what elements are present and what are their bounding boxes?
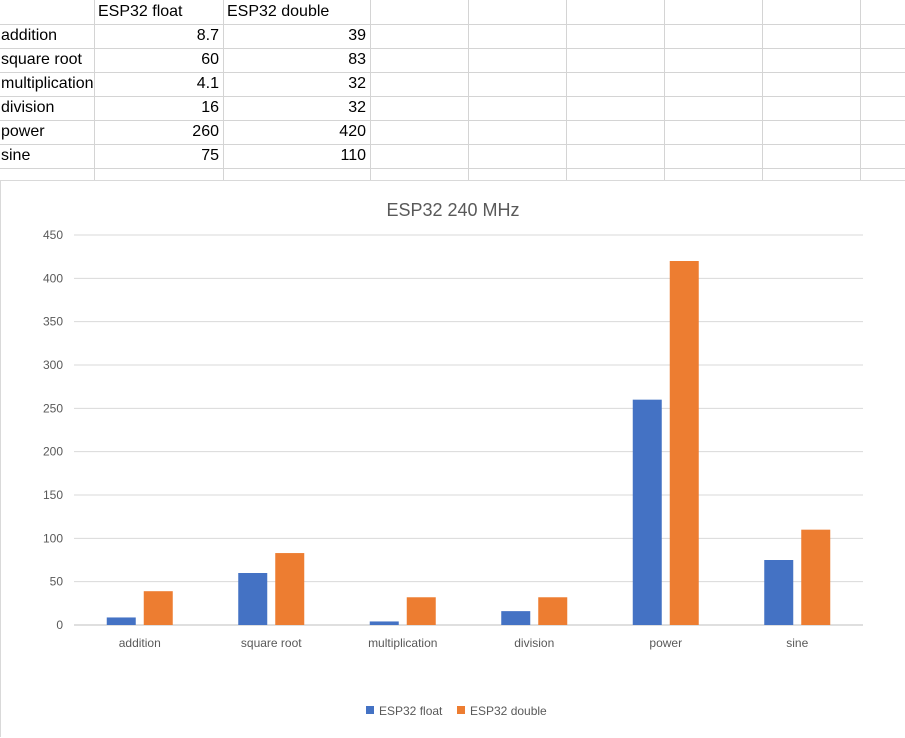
double-value-cell[interactable]: 32	[348, 75, 366, 92]
y-tick-label: 350	[43, 315, 63, 329]
y-tick-label: 100	[43, 531, 63, 545]
bar-double[interactable]	[406, 597, 436, 625]
bar-float[interactable]	[369, 621, 399, 625]
row-divider	[0, 168, 905, 169]
y-tick-label: 400	[43, 271, 63, 285]
legend[interactable]: ESP32 float ESP32 double	[366, 704, 547, 718]
row-label-cell[interactable]: addition	[1, 27, 58, 44]
bars	[106, 261, 831, 625]
float-value-cell[interactable]: 75	[201, 147, 219, 164]
x-tick-label: division	[514, 636, 554, 650]
x-tick-label: power	[649, 636, 682, 650]
double-value-cell[interactable]: 110	[340, 147, 366, 164]
float-value-cell[interactable]: 260	[192, 123, 219, 140]
row-label-cell[interactable]: square root	[1, 51, 82, 68]
bar-double[interactable]	[538, 597, 568, 625]
spreadsheet-grid[interactable]: ESP32 float ESP32 double addition 8.7 39…	[0, 0, 905, 180]
x-tick-label: multiplication	[368, 636, 437, 650]
x-tick-labels: addition square root multiplication divisio…	[119, 636, 809, 650]
y-tick-label: 200	[43, 445, 63, 459]
double-value-cell[interactable]: 83	[348, 51, 366, 68]
bar-float[interactable]	[106, 617, 136, 625]
float-value-cell[interactable]: 16	[201, 99, 219, 116]
bar-float[interactable]	[238, 573, 268, 625]
bar-double[interactable]	[801, 529, 831, 625]
row-label-cell[interactable]: multiplication	[1, 75, 94, 92]
x-tick-label: square root	[241, 636, 302, 650]
legend-swatch	[457, 706, 465, 714]
row-divider	[0, 24, 905, 25]
float-value-cell[interactable]: 60	[201, 51, 219, 68]
double-value-cell[interactable]: 39	[348, 27, 366, 44]
y-tick-label: 250	[43, 401, 63, 415]
column-divider	[566, 0, 567, 180]
gridlines	[74, 234, 863, 626]
bar-float[interactable]	[501, 611, 531, 625]
bar-float[interactable]	[632, 399, 662, 625]
bar-float[interactable]	[764, 560, 794, 625]
float-value-cell[interactable]: 4.1	[196, 75, 219, 92]
legend-label: ESP32 float	[379, 704, 443, 718]
bar-chart[interactable]: ESP32 240 MHz addition square root multipl…	[0, 180, 905, 737]
column-divider	[762, 0, 763, 180]
y-tick-labels: 0 50 100 150 200 250 300 350 400 450	[43, 228, 63, 632]
y-tick-label: 0	[56, 618, 63, 632]
row-label-cell[interactable]: power	[1, 123, 45, 140]
double-value-cell[interactable]: 32	[348, 99, 366, 116]
row-divider	[0, 72, 905, 73]
legend-swatch	[366, 706, 374, 714]
bar-double[interactable]	[275, 553, 305, 625]
bar-double[interactable]	[669, 261, 699, 625]
y-tick-label: 300	[43, 358, 63, 372]
header-cell-float[interactable]: ESP32 float	[98, 3, 183, 20]
row-divider	[0, 48, 905, 49]
column-divider	[370, 0, 371, 180]
y-tick-label: 50	[50, 575, 64, 589]
header-cell-double[interactable]: ESP32 double	[227, 3, 330, 20]
y-tick-label: 150	[43, 488, 63, 502]
x-tick-label: sine	[786, 636, 808, 650]
float-value-cell[interactable]: 8.7	[196, 27, 219, 44]
column-divider	[94, 0, 95, 180]
column-divider	[468, 0, 469, 180]
column-divider	[223, 0, 224, 180]
row-divider	[0, 96, 905, 97]
row-divider	[0, 120, 905, 121]
double-value-cell[interactable]: 420	[339, 123, 366, 140]
row-label-cell[interactable]: sine	[1, 147, 31, 164]
chart-canvas: ESP32 240 MHz addition square root multipl…	[43, 200, 863, 718]
x-tick-label: addition	[119, 636, 161, 650]
legend-label: ESP32 double	[470, 704, 547, 718]
y-tick-label: 450	[43, 228, 63, 242]
bar-double[interactable]	[143, 591, 173, 625]
chart-title: ESP32 240 MHz	[386, 200, 519, 220]
column-divider	[664, 0, 665, 180]
row-label-cell[interactable]: division	[1, 99, 55, 116]
column-divider	[860, 0, 861, 180]
row-divider	[0, 144, 905, 145]
